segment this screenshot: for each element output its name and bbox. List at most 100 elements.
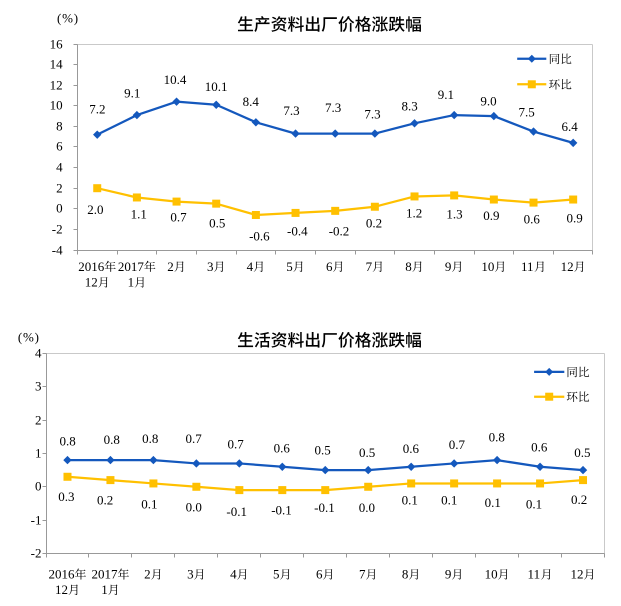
svg-text:0.1: 0.1 xyxy=(485,495,501,510)
svg-text:6: 6 xyxy=(326,259,333,274)
svg-text:12: 12 xyxy=(571,567,584,582)
svg-text:-0.1: -0.1 xyxy=(314,500,335,515)
svg-text:14: 14 xyxy=(50,56,64,71)
svg-text:(%): (%) xyxy=(57,10,79,25)
svg-text:-0.1: -0.1 xyxy=(271,502,292,517)
svg-text:7.3: 7.3 xyxy=(364,106,380,121)
svg-text:9.1: 9.1 xyxy=(124,85,140,100)
svg-text:-2: -2 xyxy=(52,221,63,236)
svg-text:-4: -4 xyxy=(52,242,63,257)
svg-text:9: 9 xyxy=(445,259,452,274)
svg-text:0.6: 0.6 xyxy=(524,212,541,227)
svg-text:3: 3 xyxy=(35,378,42,393)
svg-text:4: 4 xyxy=(247,259,254,274)
svg-text:-0.4: -0.4 xyxy=(287,223,308,238)
svg-text:2: 2 xyxy=(167,259,174,274)
svg-text:0.1: 0.1 xyxy=(526,496,542,511)
svg-text:10: 10 xyxy=(485,567,498,582)
svg-text:0.6: 0.6 xyxy=(531,440,548,455)
svg-text:-0.2: -0.2 xyxy=(329,223,350,238)
svg-text:0.8: 0.8 xyxy=(489,430,505,445)
svg-text:7.3: 7.3 xyxy=(325,100,341,115)
svg-text:4: 4 xyxy=(35,345,42,360)
svg-text:0.9: 0.9 xyxy=(566,211,582,226)
svg-text:1.3: 1.3 xyxy=(446,206,462,221)
svg-text:8: 8 xyxy=(402,567,409,582)
svg-text:0.2: 0.2 xyxy=(366,216,382,231)
svg-text:0.5: 0.5 xyxy=(574,445,590,460)
svg-text:0.5: 0.5 xyxy=(359,445,375,460)
svg-text:5: 5 xyxy=(286,259,293,274)
svg-text:12: 12 xyxy=(85,275,98,290)
svg-text:10: 10 xyxy=(481,259,494,274)
svg-text:0.7: 0.7 xyxy=(185,431,202,446)
svg-text:10: 10 xyxy=(50,97,63,112)
svg-text:0.8: 0.8 xyxy=(142,431,158,446)
svg-text:3: 3 xyxy=(187,567,194,582)
svg-text:4: 4 xyxy=(230,567,237,582)
svg-text:2016: 2016 xyxy=(78,259,105,274)
svg-text:10.4: 10.4 xyxy=(164,72,187,87)
svg-text:8: 8 xyxy=(405,259,412,274)
svg-text:3: 3 xyxy=(207,259,214,274)
svg-text:0.1: 0.1 xyxy=(402,493,418,508)
svg-text:9.1: 9.1 xyxy=(438,87,454,102)
svg-text:0.7: 0.7 xyxy=(449,437,466,452)
svg-text:0.7: 0.7 xyxy=(170,209,187,224)
svg-text:7.5: 7.5 xyxy=(518,104,534,119)
svg-text:0.5: 0.5 xyxy=(209,215,225,230)
svg-text:6: 6 xyxy=(56,138,63,153)
svg-text:16: 16 xyxy=(50,36,64,51)
svg-text:0.1: 0.1 xyxy=(141,496,157,511)
svg-text:-0.1: -0.1 xyxy=(226,504,247,519)
svg-text:0.8: 0.8 xyxy=(59,434,75,449)
svg-text:7: 7 xyxy=(366,259,373,274)
svg-text:0.5: 0.5 xyxy=(315,443,331,458)
svg-text:12: 12 xyxy=(50,77,63,92)
svg-text:2: 2 xyxy=(144,567,151,582)
svg-text:0.0: 0.0 xyxy=(359,500,375,515)
svg-text:-2: -2 xyxy=(31,545,42,560)
svg-text:1: 1 xyxy=(101,582,108,597)
svg-text:8.4: 8.4 xyxy=(243,94,260,109)
svg-text:0.2: 0.2 xyxy=(571,492,587,507)
svg-text:11: 11 xyxy=(521,259,534,274)
svg-text:2017: 2017 xyxy=(91,567,118,582)
svg-text:8.3: 8.3 xyxy=(401,98,417,113)
svg-text:5: 5 xyxy=(273,567,280,582)
svg-text:10.1: 10.1 xyxy=(205,79,228,94)
svg-text:0.2: 0.2 xyxy=(97,493,113,508)
svg-text:12: 12 xyxy=(561,259,574,274)
svg-text:11: 11 xyxy=(528,567,541,582)
svg-text:2: 2 xyxy=(35,412,42,427)
svg-text:2: 2 xyxy=(56,180,63,195)
svg-text:7.3: 7.3 xyxy=(283,103,299,118)
svg-text:0.0: 0.0 xyxy=(186,499,202,514)
svg-text:1: 1 xyxy=(128,275,135,290)
svg-text:-0.6: -0.6 xyxy=(249,228,270,243)
svg-text:0: 0 xyxy=(56,200,63,215)
svg-text:9.0: 9.0 xyxy=(480,94,496,109)
svg-text:0.1: 0.1 xyxy=(441,492,457,507)
svg-text:0.6: 0.6 xyxy=(403,441,420,456)
svg-text:2016: 2016 xyxy=(48,567,74,582)
svg-text:1: 1 xyxy=(35,445,42,460)
svg-text:7.2: 7.2 xyxy=(89,101,105,116)
svg-text:6: 6 xyxy=(316,567,323,582)
svg-text:7: 7 xyxy=(359,567,366,582)
svg-text:2017: 2017 xyxy=(118,259,145,274)
svg-text:-1: -1 xyxy=(31,512,42,527)
svg-text:4: 4 xyxy=(56,159,63,174)
svg-text:1.2: 1.2 xyxy=(406,206,422,221)
svg-text:0.7: 0.7 xyxy=(228,436,245,451)
svg-text:0.3: 0.3 xyxy=(58,489,74,504)
svg-text:6.4: 6.4 xyxy=(561,119,578,134)
svg-text:9: 9 xyxy=(445,567,452,582)
svg-text:12: 12 xyxy=(55,582,68,597)
svg-text:0.6: 0.6 xyxy=(274,441,291,456)
svg-text:0: 0 xyxy=(35,478,42,493)
svg-text:0.9: 0.9 xyxy=(483,208,499,223)
svg-text:8: 8 xyxy=(56,118,63,133)
svg-text:(%): (%) xyxy=(18,330,40,345)
svg-text:1.1: 1.1 xyxy=(131,206,147,221)
